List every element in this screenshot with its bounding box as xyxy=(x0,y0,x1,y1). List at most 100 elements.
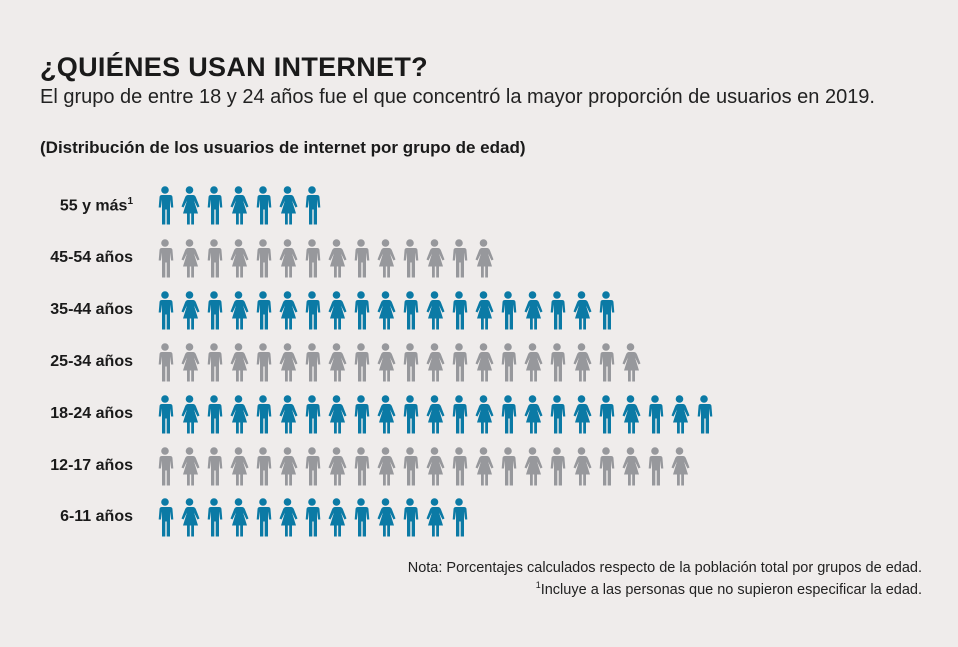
woman-icon xyxy=(279,239,298,278)
man-icon xyxy=(256,447,272,486)
woman-icon xyxy=(377,291,396,330)
man-icon xyxy=(305,395,321,434)
man-icon xyxy=(501,395,517,434)
woman-icon xyxy=(181,186,200,225)
woman-icon xyxy=(279,343,298,382)
man-icon xyxy=(158,395,174,434)
woman-icon xyxy=(426,239,445,278)
man-icon xyxy=(305,447,321,486)
footnote-text: Incluye a las personas que no supieron e… xyxy=(540,581,922,598)
woman-icon xyxy=(181,343,200,382)
footnote-mark: 1 xyxy=(127,196,133,207)
woman-icon xyxy=(524,395,543,434)
woman-icon xyxy=(622,343,641,382)
row-label: 25-34 años xyxy=(50,353,133,370)
man-icon xyxy=(256,395,272,434)
man-icon xyxy=(697,395,713,434)
woman-icon xyxy=(279,291,298,330)
woman-icon xyxy=(524,291,543,330)
man-icon xyxy=(207,291,223,330)
woman-icon xyxy=(328,498,347,537)
pictogram-row xyxy=(158,447,690,486)
man-icon xyxy=(452,291,468,330)
woman-icon xyxy=(475,291,494,330)
man-icon xyxy=(599,343,615,382)
woman-icon xyxy=(328,447,347,486)
man-icon xyxy=(452,343,468,382)
woman-icon xyxy=(426,395,445,434)
woman-icon xyxy=(181,239,200,278)
man-icon xyxy=(207,239,223,278)
row-label: 6-11 años xyxy=(60,508,133,525)
woman-icon xyxy=(181,498,200,537)
woman-icon xyxy=(230,291,249,330)
woman-icon xyxy=(377,343,396,382)
woman-icon xyxy=(475,447,494,486)
woman-icon xyxy=(426,291,445,330)
woman-icon xyxy=(426,447,445,486)
footnote-mark: 1 xyxy=(535,580,541,590)
row-label: 35-44 años xyxy=(50,301,133,318)
woman-icon xyxy=(475,239,494,278)
man-icon xyxy=(158,239,174,278)
man-icon xyxy=(403,498,419,537)
man-icon xyxy=(158,343,174,382)
woman-icon xyxy=(426,343,445,382)
pictogram-row xyxy=(158,498,468,537)
man-icon xyxy=(501,343,517,382)
woman-icon xyxy=(622,395,641,434)
woman-icon xyxy=(573,395,592,434)
man-icon xyxy=(305,239,321,278)
woman-icon xyxy=(377,498,396,537)
woman-icon xyxy=(181,447,200,486)
man-icon xyxy=(354,498,370,537)
row-label-text: 55 y más xyxy=(59,197,128,215)
man-icon xyxy=(354,239,370,278)
man-icon xyxy=(256,186,272,225)
pictogram-row xyxy=(158,291,615,330)
note: Nota: Porcentajes calculados respecto de… xyxy=(407,560,922,576)
man-icon xyxy=(305,186,321,225)
woman-icon xyxy=(279,186,298,225)
woman-icon xyxy=(671,395,690,434)
woman-icon xyxy=(524,447,543,486)
woman-icon xyxy=(279,498,298,537)
footnote: 1Incluye a las personas que no supieron … xyxy=(536,580,922,598)
man-icon xyxy=(599,291,615,330)
woman-icon xyxy=(573,291,592,330)
pictogram-row xyxy=(158,186,321,225)
woman-icon xyxy=(328,291,347,330)
man-icon xyxy=(452,498,468,537)
woman-icon xyxy=(230,239,249,278)
woman-icon xyxy=(230,447,249,486)
man-icon xyxy=(207,498,223,537)
woman-icon xyxy=(279,447,298,486)
row-label: 12-17 años xyxy=(50,457,133,474)
man-icon xyxy=(550,343,566,382)
woman-icon xyxy=(230,343,249,382)
man-icon xyxy=(256,498,272,537)
man-icon xyxy=(452,447,468,486)
man-icon xyxy=(550,395,566,434)
woman-icon xyxy=(279,395,298,434)
man-icon xyxy=(452,395,468,434)
man-icon xyxy=(158,498,174,537)
woman-icon xyxy=(230,498,249,537)
woman-icon xyxy=(475,395,494,434)
man-icon xyxy=(207,395,223,434)
chart-title: (Distribución de los usuarios de interne… xyxy=(40,138,526,157)
subtitle: El grupo de entre 18 y 24 años fue el qu… xyxy=(40,86,875,108)
man-icon xyxy=(158,447,174,486)
woman-icon xyxy=(573,447,592,486)
man-icon xyxy=(599,447,615,486)
pictogram-row xyxy=(158,239,494,278)
man-icon xyxy=(403,343,419,382)
man-icon xyxy=(403,447,419,486)
woman-icon xyxy=(573,343,592,382)
man-icon xyxy=(256,239,272,278)
man-icon xyxy=(648,395,664,434)
row-label: 55 y más1 xyxy=(60,196,133,215)
man-icon xyxy=(207,343,223,382)
man-icon xyxy=(403,395,419,434)
